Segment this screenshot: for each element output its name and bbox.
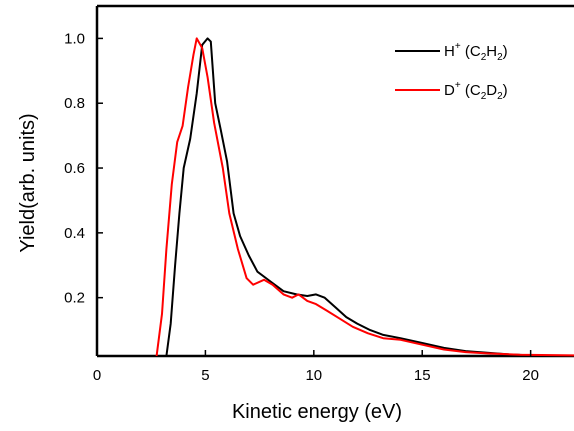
legend-label-1: D+ (C2D2) <box>444 80 508 102</box>
legend: H+ (C2H2) D+ (C2D2) <box>395 41 508 102</box>
series-layer <box>155 37 574 357</box>
x-tick-label: 10 <box>305 367 322 384</box>
y-tick-label: 0.6 <box>64 160 85 177</box>
x-tick-label: 0 <box>93 367 101 384</box>
x-tick-label: 20 <box>522 367 539 384</box>
y-tick-label: 1.0 <box>64 30 85 47</box>
x-tick-label: 15 <box>414 367 431 384</box>
y-axis-title: Yield(arb. units) <box>17 113 39 252</box>
y-tick-label: 0.8 <box>64 95 85 112</box>
series-line-0 <box>165 37 574 357</box>
y-tick-label: 0.4 <box>64 225 85 242</box>
y-axis-ticks: 0.2 0.4 0.6 0.8 1.0 <box>64 30 103 307</box>
x-axis-ticks: 0 5 10 15 20 <box>93 350 539 384</box>
series-line-1 <box>155 37 574 357</box>
legend-label-0: H+ (C2H2) <box>444 41 508 63</box>
y-tick-label: 0.2 <box>64 290 85 307</box>
x-axis-title: Kinetic energy (eV) <box>232 401 402 423</box>
x-tick-label: 5 <box>201 367 209 384</box>
